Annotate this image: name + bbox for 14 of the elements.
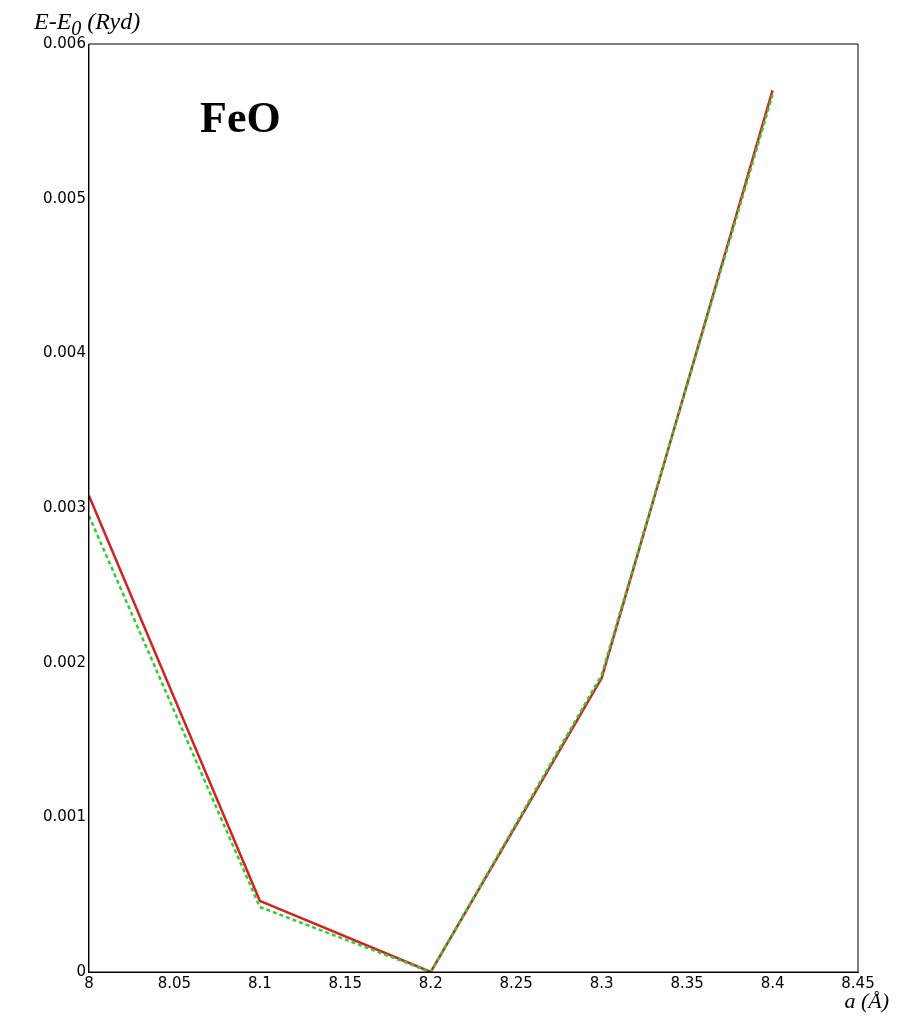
text: FeO <box>200 92 281 143</box>
x-tick-label: 8.1 <box>247 973 272 992</box>
y-tick-label: 0.001 <box>42 807 86 826</box>
y-tick-label: 0.005 <box>42 188 86 207</box>
y-tick-label: 0.004 <box>42 343 86 362</box>
x-tick-label: 8.3 <box>589 973 614 992</box>
x-tick-label: 8.25 <box>499 973 533 992</box>
y-tick-label: 0.003 <box>42 497 86 516</box>
y-tick-label: 0.002 <box>42 652 86 671</box>
x-tick-label: 8.35 <box>670 973 704 992</box>
x-tick-label: 8.15 <box>328 973 362 992</box>
x-tick-label: 8.2 <box>418 973 443 992</box>
x-tick-label: 8.05 <box>157 973 192 992</box>
x-tick-label: 8.4 <box>760 973 785 992</box>
